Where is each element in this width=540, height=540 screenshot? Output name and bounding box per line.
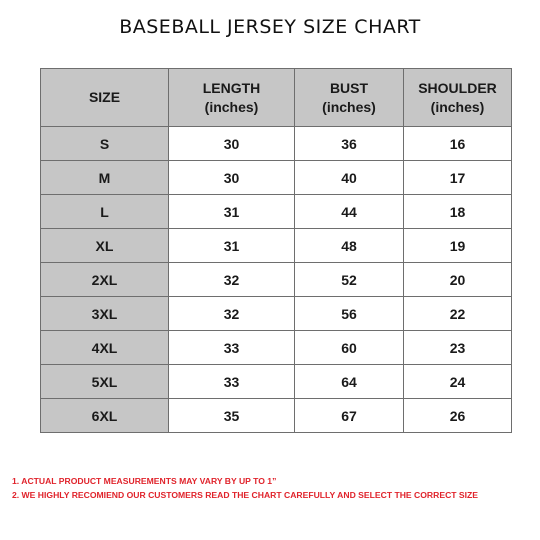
length-cell: 32 <box>168 296 295 331</box>
header-length-unit: (inches) <box>204 98 259 115</box>
shoulder-cell: 24 <box>403 364 512 399</box>
footnotes: 1. ACTUAL PRODUCT MEASUREMENTS MAY VARY … <box>12 474 532 502</box>
table-row: 2XL 32 52 20 <box>40 262 512 297</box>
shoulder-cell: 19 <box>403 228 512 263</box>
table-row: 4XL 33 60 23 <box>40 330 512 365</box>
bust-cell: 67 <box>294 398 404 433</box>
footnote: 1. ACTUAL PRODUCT MEASUREMENTS MAY VARY … <box>12 476 277 486</box>
page-title: BASEBALL JERSEY SIZE CHART <box>119 16 421 38</box>
shoulder-cell: 16 <box>403 126 512 161</box>
size-cell: 3XL <box>40 296 169 331</box>
length-cell: 33 <box>168 330 295 365</box>
size-cell: S <box>40 126 169 161</box>
table-row: 6XL 35 67 26 <box>40 398 512 433</box>
shoulder-cell: 18 <box>403 194 512 229</box>
size-cell: 6XL <box>40 398 169 433</box>
shoulder-cell: 22 <box>403 296 512 331</box>
size-cell: M <box>40 160 169 195</box>
shoulder-cell: 23 <box>403 330 512 365</box>
length-cell: 32 <box>168 262 295 297</box>
header-shoulder-unit: (inches) <box>430 98 485 115</box>
shoulder-cell: 17 <box>403 160 512 195</box>
length-cell: 31 <box>168 228 295 263</box>
size-chart-table: SIZE LENGTH (inches) BUST (inches) SHOUL… <box>40 68 512 433</box>
shoulder-cell: 26 <box>403 398 512 433</box>
header-bust-unit: (inches) <box>322 98 376 115</box>
table-row: M 30 40 17 <box>40 160 512 195</box>
size-cell: L <box>40 194 169 229</box>
table-header-row: SIZE LENGTH (inches) BUST (inches) SHOUL… <box>40 68 512 127</box>
bust-cell: 44 <box>294 194 404 229</box>
shoulder-cell: 20 <box>403 262 512 297</box>
bust-cell: 40 <box>294 160 404 195</box>
header-size: SIZE <box>40 68 169 127</box>
length-cell: 30 <box>168 160 295 195</box>
bust-cell: 36 <box>294 126 404 161</box>
header-length: LENGTH (inches) <box>168 68 295 127</box>
bust-cell: 60 <box>294 330 404 365</box>
bust-cell: 56 <box>294 296 404 331</box>
header-shoulder: SHOULDER (inches) <box>403 68 512 127</box>
length-cell: 30 <box>168 126 295 161</box>
table-row: S 30 36 16 <box>40 126 512 161</box>
table-row: XL 31 48 19 <box>40 228 512 263</box>
size-cell: 2XL <box>40 262 169 297</box>
header-shoulder-label: SHOULDER <box>418 79 497 96</box>
header-bust-label: BUST <box>329 79 369 96</box>
bust-cell: 52 <box>294 262 404 297</box>
header-length-label: LENGTH <box>202 79 261 96</box>
size-cell: 5XL <box>40 364 169 399</box>
size-cell: XL <box>40 228 169 263</box>
header-bust: BUST (inches) <box>294 68 404 127</box>
table-row: L 31 44 18 <box>40 194 512 229</box>
table-row: 5XL 33 64 24 <box>40 364 512 399</box>
length-cell: 35 <box>168 398 295 433</box>
header-size-label: SIZE <box>88 89 121 105</box>
bust-cell: 48 <box>294 228 404 263</box>
length-cell: 31 <box>168 194 295 229</box>
bust-cell: 64 <box>294 364 404 399</box>
size-cell: 4XL <box>40 330 169 365</box>
length-cell: 33 <box>168 364 295 399</box>
footnote: 2. WE HIGHLY RECOMIEND OUR CUSTOMERS REA… <box>12 490 479 500</box>
table-row: 3XL 32 56 22 <box>40 296 512 331</box>
